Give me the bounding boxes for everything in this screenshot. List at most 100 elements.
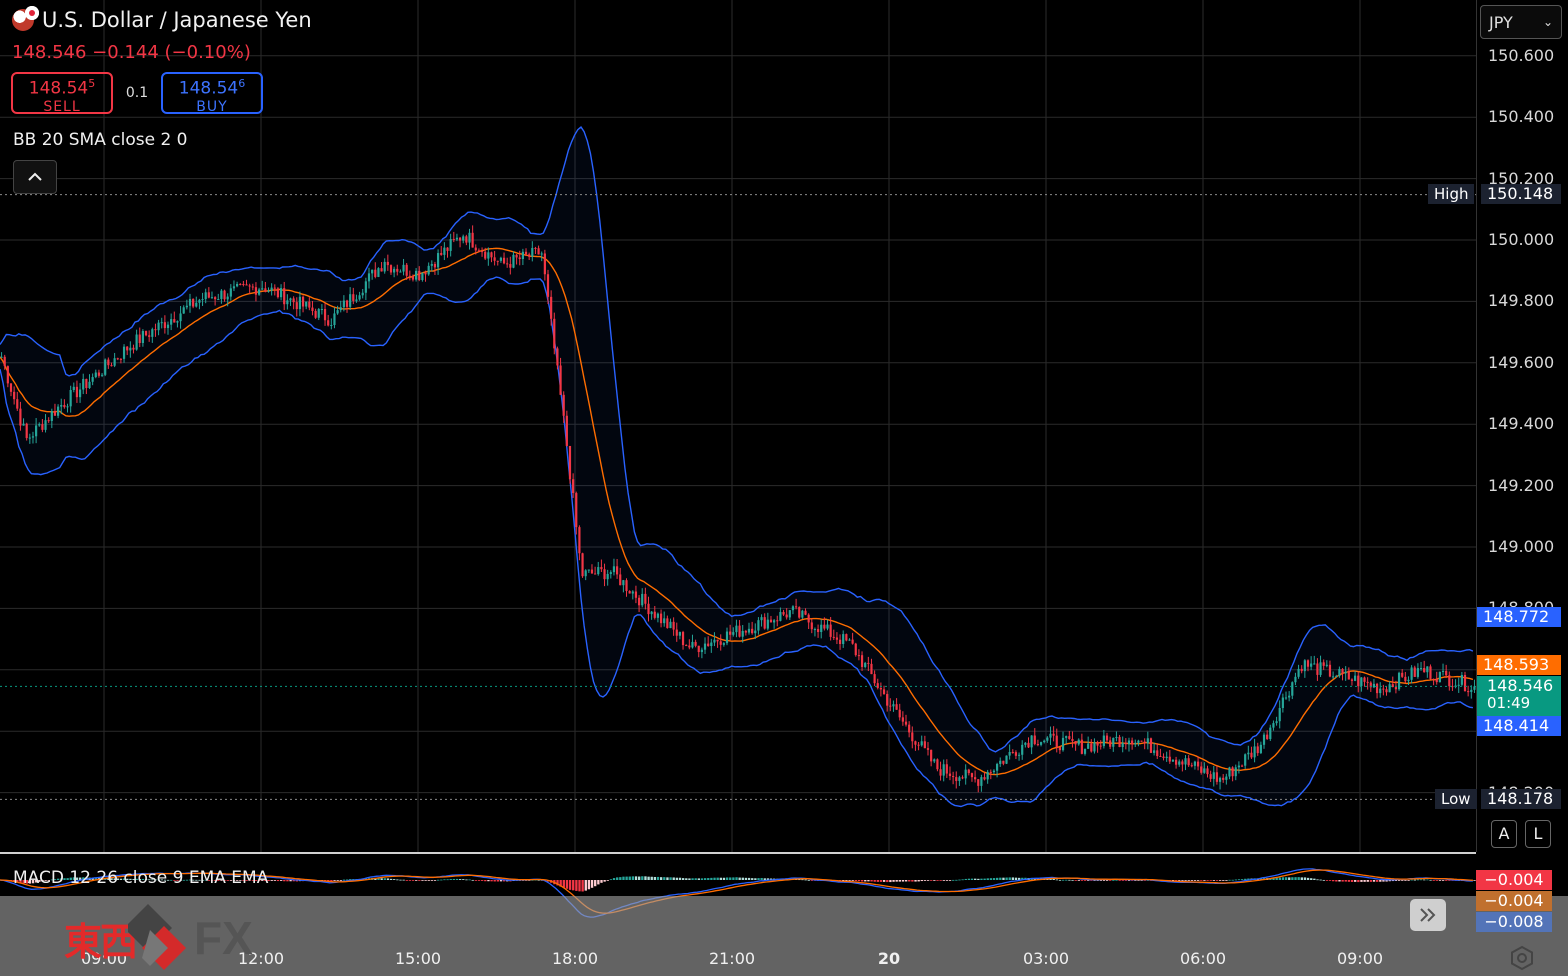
candle-body: [389, 265, 393, 273]
buy-price-pip: 6: [238, 77, 246, 90]
macd-hist-bar: [57, 878, 60, 880]
candle-body: [47, 420, 50, 422]
auto-scale-button[interactable]: A: [1491, 820, 1517, 848]
macd-hist-bar: [345, 879, 349, 881]
bb-indicator-label[interactable]: BB 20 SMA close 2 0: [13, 130, 188, 150]
candle-body: [358, 295, 361, 300]
candle-body: [104, 359, 107, 375]
macd-hist-bar: [936, 880, 939, 881]
candle-body: [1212, 772, 1215, 779]
candle-body: [977, 779, 980, 786]
macd-hist-bar: [1212, 880, 1216, 881]
candle-body: [1190, 765, 1193, 767]
candle-body: [217, 299, 220, 301]
candle-body: [512, 254, 515, 268]
macd-hist-bar: [286, 880, 289, 882]
macd-hist-bar: [82, 877, 85, 880]
collapse-legend-button[interactable]: [13, 160, 57, 194]
candle-body: [232, 286, 236, 289]
candle-body: [873, 674, 876, 684]
macd-hist-bar: [1445, 880, 1448, 881]
macd-hist-bar: [1360, 880, 1363, 882]
candle-body: [323, 309, 327, 321]
candle-body: [1429, 666, 1432, 679]
macd-indicator-label[interactable]: MACD 12 26 close 9 EMA EMA: [13, 868, 269, 888]
macd-hist-bar: [1112, 879, 1115, 881]
candle-body: [349, 294, 352, 307]
macd-hist-bar: [1240, 879, 1244, 880]
macd-hist-bar: [223, 880, 226, 881]
macd-hist-bar: [471, 879, 474, 881]
macd-hist-bar: [669, 877, 672, 880]
candle-body: [857, 655, 861, 657]
candle-body: [650, 611, 653, 615]
macd-hist-bar: [1300, 877, 1303, 880]
candle-body: [788, 610, 791, 618]
currency-select[interactable]: JPY ⌄: [1480, 5, 1562, 39]
candle-body: [1325, 664, 1328, 666]
candle-body: [1416, 668, 1420, 677]
candle-body: [1338, 669, 1341, 677]
macd-hist-bar: [1008, 877, 1011, 880]
macd-hist-bar: [1284, 877, 1288, 880]
lot-size[interactable]: 0.1: [125, 85, 149, 101]
macd-hist-bar: [279, 880, 283, 881]
macd-hist-bar: [1404, 880, 1407, 881]
bb-basis-line: [0, 247, 1474, 776]
macd-hist-bar: [763, 878, 766, 880]
candle-body: [292, 298, 295, 303]
candle-body: [1457, 684, 1460, 686]
candle-body: [418, 270, 421, 281]
macd-hist-bar: [35, 880, 38, 883]
candle-body: [747, 628, 751, 633]
macd-hist-bar: [113, 878, 116, 880]
macd-hist-bar: [769, 878, 773, 880]
buy-button[interactable]: 148.546 BUY: [161, 72, 263, 114]
macd-hist-bar: [232, 880, 236, 881]
candle-body: [31, 436, 35, 438]
price-tick-label: 149.400: [1488, 414, 1555, 434]
candle-body: [550, 296, 553, 319]
candle-body: [192, 298, 195, 307]
candle-body: [298, 296, 302, 310]
macd-hist-bar: [38, 880, 41, 882]
candle-body: [44, 420, 47, 430]
macd-hist-bar: [487, 880, 490, 882]
candle-body: [1033, 735, 1036, 745]
candle-body: [1294, 676, 1297, 683]
candle-body: [22, 423, 25, 426]
macd-hist-bar: [986, 878, 989, 880]
candle-body: [301, 296, 305, 307]
candle-body: [13, 391, 16, 400]
macd-hist-bar: [129, 878, 132, 880]
candle-body: [198, 299, 201, 303]
macd-hist-bar: [926, 880, 930, 881]
macd-hist-bar: [393, 879, 396, 880]
symbol-header[interactable]: U.S. Dollar / Japanese Yen: [12, 6, 312, 32]
scroll-to-realtime-button[interactable]: [1410, 899, 1446, 931]
log-scale-button[interactable]: L: [1525, 820, 1551, 848]
candle-body: [286, 300, 289, 305]
grid-lines: [0, 0, 1476, 852]
sell-button[interactable]: 148.545 SELL: [11, 72, 113, 114]
macd-hist-bar: [415, 880, 418, 881]
macd-hist-bar: [1131, 880, 1134, 881]
candle-body: [386, 261, 389, 266]
candle-body: [201, 299, 204, 301]
candle-body: [798, 607, 801, 618]
macd-hist-bar: [1011, 877, 1015, 880]
candle-body: [995, 763, 999, 771]
candle-body: [113, 358, 116, 366]
macd-hist-bar: [399, 879, 402, 881]
macd-hist-bar: [1234, 879, 1238, 881]
macd-hist-bar: [879, 880, 883, 882]
low-label: Low: [1435, 789, 1477, 809]
macd-hist-bar: [801, 879, 804, 881]
chevron-down-icon: ⌄: [1542, 15, 1553, 29]
candle-body: [82, 378, 85, 390]
gear-icon[interactable]: [1508, 944, 1536, 972]
macd-hist-bar: [386, 878, 390, 880]
macd-hist-bar: [961, 879, 964, 881]
candle-body: [1187, 758, 1190, 766]
